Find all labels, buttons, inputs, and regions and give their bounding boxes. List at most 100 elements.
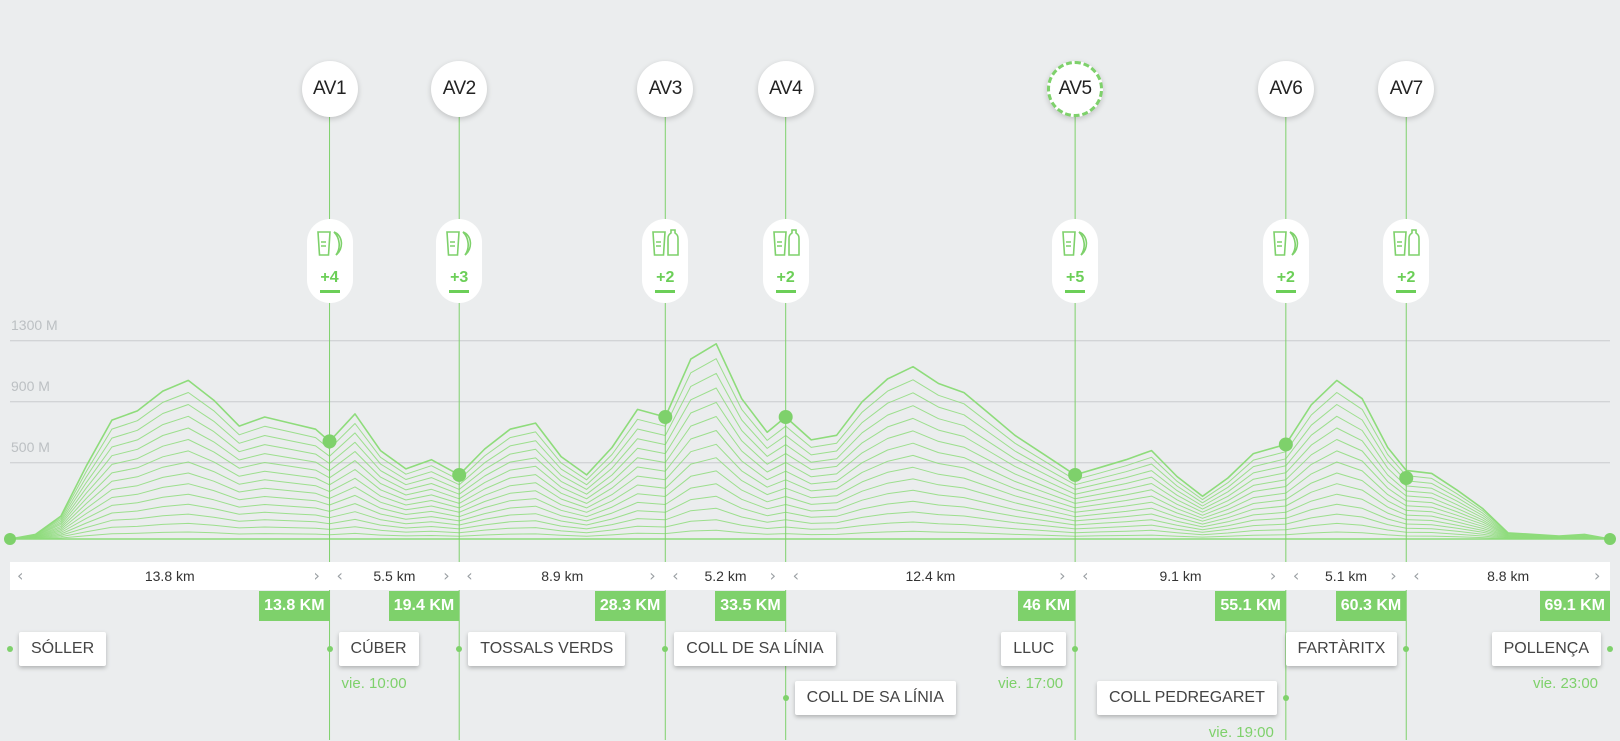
segment-next-chevron-icon[interactable]: › [769,566,777,585]
place-label-box[interactable]: COLL DE SA LÍNIA [794,681,956,715]
cup-icon [652,231,667,256]
place-label-box[interactable]: LLUC [1001,632,1067,666]
aid-station-marker-av2 [452,467,467,482]
profile-contour-line [9,507,1611,540]
place-label-box[interactable]: TOSSALS VERDS [468,632,626,666]
supply-underline [449,290,470,293]
place-marker-dot [1282,695,1289,701]
place-label-box[interactable]: CÚBER [338,632,419,666]
segment-next-chevron-icon[interactable]: › [1390,566,1397,585]
segment-prev-chevron-icon[interactable]: ‹ [792,566,800,585]
place-marker-dot [326,646,333,652]
supply-pill-av5[interactable]: +5 [1052,219,1099,303]
profile-contour-line [9,470,1611,540]
cumulative-km-badge: 13.8 KM [259,591,330,621]
bottle-icon [1408,229,1421,256]
aid-station-button-av5[interactable]: AV5 [1047,61,1104,117]
supply-pill-av4[interactable]: +2 [762,219,809,303]
supply-underline [1065,290,1086,293]
aid-station-button-av4[interactable]: AV4 [757,61,814,117]
profile-contour-line [9,372,1611,540]
supply-pill-av6[interactable]: +2 [1262,219,1309,303]
supply-icons [652,229,680,256]
profile-contour-line [9,387,1611,540]
segment-prev-chevron-icon[interactable]: ‹ [336,566,343,585]
aid-station-marker-av1 [322,434,337,449]
segment-prev-chevron-icon[interactable]: ‹ [1413,566,1420,585]
cup-icon [446,231,461,256]
cup-icon [1062,231,1076,256]
cumulative-km-badge: 19.4 KM [388,591,460,621]
place-label-box[interactable]: COLL PEDREGARET [1096,681,1277,715]
finish-marker [1604,533,1616,545]
cumulative-km-badge: 33.5 KM [715,591,786,621]
aid-station-marker-av7 [1399,471,1414,485]
aid-station-marker-av6 [1278,437,1293,452]
arrival-time-label: vie. 10:00 [341,675,407,692]
supply-count: +2 [656,269,675,286]
segment-next-chevron-icon[interactable]: › [313,566,320,585]
segment-prev-chevron-icon[interactable]: ‹ [1082,566,1089,585]
aid-station-button-av3[interactable]: AV3 [637,61,694,117]
aid-station-marker-av4 [778,410,793,424]
place-label-box[interactable]: FARTÀRITX [1285,632,1398,666]
supply-icons [316,231,342,256]
cup-icon [1393,231,1408,256]
place-label-box[interactable]: POLLENÇA [1491,632,1601,666]
place-marker-dot [456,646,463,652]
segment-next-chevron-icon[interactable]: › [1594,566,1601,585]
segment-distance-label: 5.5 km [373,568,416,584]
profile-contour-line [9,443,1611,540]
segment-next-chevron-icon[interactable]: › [443,566,450,585]
segment-prev-chevron-icon[interactable]: ‹ [1292,566,1300,585]
aid-station-button-av2[interactable]: AV2 [431,61,488,117]
segment-next-chevron-icon[interactable]: › [1269,566,1277,585]
bottle-icon [787,229,800,256]
aid-station-button-av1[interactable]: AV1 [301,61,358,117]
cup-icon [316,231,331,256]
segment-next-chevron-icon[interactable]: › [1059,566,1066,585]
segment-prev-chevron-icon[interactable]: ‹ [672,566,679,585]
segment-next-chevron-icon[interactable]: › [649,566,656,585]
supply-icons [772,229,800,256]
place-marker-dot [1403,646,1410,652]
supply-underline [319,290,340,293]
cumulative-km-badge: 28.3 KM [594,591,666,621]
supply-pill-av1[interactable]: +4 [306,219,353,303]
cup-icon [1272,231,1287,256]
profile-contour-line [9,416,1611,540]
start-marker [4,533,16,545]
segment-prev-chevron-icon[interactable]: ‹ [466,566,473,585]
supply-icons [1272,231,1299,256]
supply-pill-av2[interactable]: +3 [436,219,483,303]
profile-contour-line [9,401,1611,540]
profile-contour-line [9,430,1611,540]
cumulative-km-badge: 46 KM [1018,591,1076,621]
aid-station-marker-av3 [658,410,673,424]
supply-icons [446,231,472,256]
segment-distance-label: 9.1 km [1159,568,1202,584]
place-label-box[interactable]: SÓLLER [19,632,107,666]
supply-pill-av7[interactable]: +2 [1383,219,1430,303]
supply-underline [1396,290,1417,293]
supply-count: +2 [776,269,795,286]
supply-underline [775,290,796,293]
segment-distance-label: 5.2 km [704,568,747,584]
segment-distance-bar [10,562,1610,590]
supply-icons [1393,229,1421,256]
banana-icon [332,231,342,256]
segment-distance-label: 5.1 km [1325,568,1368,584]
supply-icons [1062,231,1088,256]
supply-pill-av3[interactable]: +2 [642,219,689,303]
aid-station-button-av7[interactable]: AV7 [1378,61,1435,117]
segment-prev-chevron-icon[interactable]: ‹ [17,566,24,585]
profile-contour-line [9,358,1611,540]
arrival-time-label: vie. 17:00 [998,675,1064,692]
supply-count: +5 [1065,269,1085,286]
place-marker-dot [1607,646,1613,652]
supply-underline [655,290,676,293]
banana-icon [1078,231,1088,256]
place-label-box[interactable]: COLL DE SA LÍNIA [674,632,836,666]
aid-station-button-av6[interactable]: AV6 [1257,61,1314,117]
